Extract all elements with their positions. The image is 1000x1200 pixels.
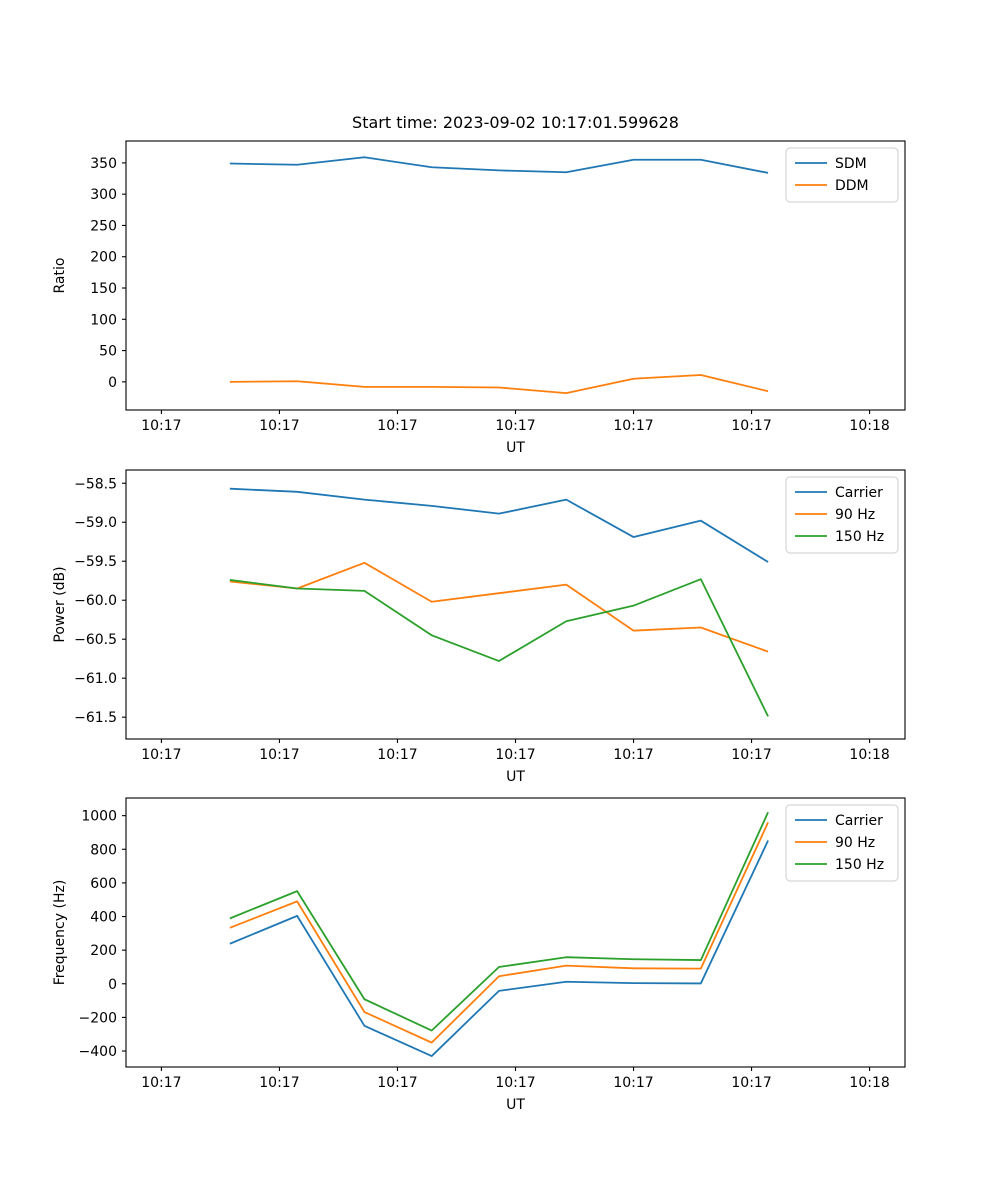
power-legend[interactable] [785, 476, 899, 554]
frequency-series-line [229, 822, 769, 1044]
frequency-ytick-label: −200 [79, 1010, 117, 1026]
ratio-ytick-label: 300 [90, 187, 117, 203]
ratio-xtick-label: 10:18 [849, 418, 889, 434]
frequency-legend-label: 150 Hz [835, 857, 884, 873]
frequency-ylabel: Frequency (Hz) [52, 880, 68, 986]
ratio-legend-label: DDM [835, 178, 869, 194]
frequency-ytick-label: 200 [90, 943, 117, 959]
frequency-legend[interactable] [785, 804, 899, 882]
ratio-legend-label: SDM [835, 156, 867, 172]
ratio-ytick-label: 200 [90, 250, 117, 266]
ratio-ylabel: Ratio [52, 258, 68, 294]
ratio-series-line [229, 156, 769, 174]
ratio-subplot: Start time: 2023-09-02 10:17:01.599628 10… [52, 113, 906, 456]
frequency-xtick-label: 10:17 [495, 1075, 535, 1091]
ratio-xtick-label: 10:17 [141, 418, 181, 434]
power-subplot: 10:17 10:17 10:17 10:17 10:17 10:17 10:18 −61.5… [52, 469, 906, 785]
ratio-legend[interactable] [785, 147, 899, 203]
frequency-ytick-label: 400 [90, 910, 117, 926]
ratio-xtick-label: 10:17 [731, 418, 771, 434]
power-xtick-label: 10:17 [141, 747, 181, 763]
power-ytick-label: −60.5 [74, 632, 117, 648]
frequency-ytick-label: 0 [108, 977, 117, 993]
power-xtick-label: 10:17 [613, 747, 653, 763]
ratio-ytick-label: 100 [90, 312, 117, 328]
power-ytick-label: −61.5 [74, 710, 117, 726]
frequency-ytick-label: −400 [79, 1044, 117, 1060]
frequency-xtick-label: 10:17 [141, 1075, 181, 1091]
power-xlabel: UT [506, 769, 525, 785]
frequency-xlabel: UT [506, 1097, 525, 1113]
frequency-legend-label: Carrier [835, 813, 883, 829]
power-legend-label: 90 Hz [835, 507, 875, 523]
ratio-xtick-label: 10:17 [613, 418, 653, 434]
power-ytick-label: −58.5 [74, 476, 117, 492]
ratio-series-line [229, 374, 769, 395]
ratio-ytick-label: 50 [99, 344, 117, 360]
frequency-ytick-label: 800 [90, 842, 117, 858]
power-xtick-label: 10:18 [849, 747, 889, 763]
frequency-series-line [229, 811, 769, 1032]
ratio-ytick-label: 0 [108, 375, 117, 391]
plot-title: Start time: 2023-09-02 10:17:01.599628 [352, 113, 679, 132]
power-xtick-label: 10:17 [377, 747, 417, 763]
ratio-xtick-label: 10:17 [259, 418, 299, 434]
power-legend-label: Carrier [835, 485, 883, 501]
frequency-xtick-label: 10:17 [731, 1075, 771, 1091]
power-xtick-label: 10:17 [259, 747, 299, 763]
frequency-series-line [229, 840, 769, 1057]
ratio-ytick-label: 150 [90, 281, 117, 297]
frequency-subplot: 10:17 10:17 10:17 10:17 10:17 10:17 10:18 −400 −… [52, 797, 906, 1113]
ratio-xlabel: UT [506, 440, 525, 456]
power-ytick-label: −59.5 [74, 554, 117, 570]
power-series-line [229, 487, 769, 563]
power-ytick-label: −59.0 [74, 515, 117, 531]
frequency-xtick-label: 10:18 [849, 1075, 889, 1091]
power-ytick-label: −60.0 [74, 593, 117, 609]
frequency-xtick-label: 10:17 [259, 1075, 299, 1091]
power-series-line [229, 578, 769, 717]
frequency-legend-label: 90 Hz [835, 835, 875, 851]
power-ytick-label: −61.0 [74, 671, 117, 687]
ratio-ytick-label: 250 [90, 218, 117, 234]
ratio-ytick-label: 350 [90, 156, 117, 172]
ratio-xtick-label: 10:17 [377, 418, 417, 434]
power-legend-label: 150 Hz [835, 529, 884, 545]
power-xtick-label: 10:17 [731, 747, 771, 763]
ratio-xtick-label: 10:17 [495, 418, 535, 434]
frequency-xtick-label: 10:17 [613, 1075, 653, 1091]
frequency-ytick-label: 600 [90, 876, 117, 892]
frequency-ytick-label: 1000 [81, 809, 117, 825]
power-xtick-label: 10:17 [495, 747, 535, 763]
power-series-line [229, 561, 769, 653]
power-ylabel: Power (dB) [52, 566, 68, 642]
frequency-xtick-label: 10:17 [377, 1075, 417, 1091]
